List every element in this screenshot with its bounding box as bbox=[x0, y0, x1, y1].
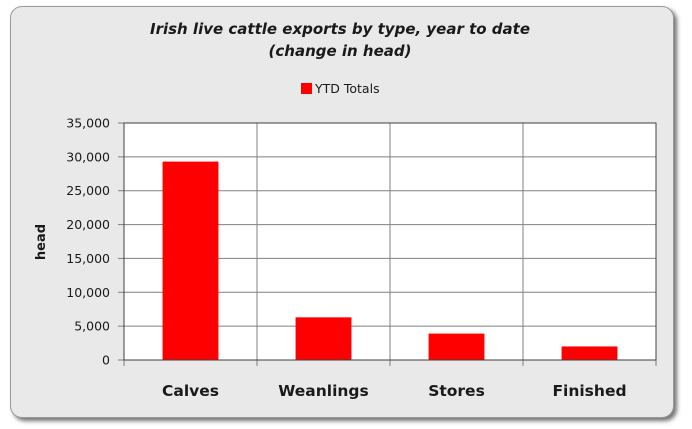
chart-subtitle: (change in head) bbox=[269, 42, 412, 60]
bar-weanlings bbox=[295, 317, 352, 360]
x-tick-label: Finished bbox=[552, 382, 626, 400]
y-tick-label: 0 bbox=[102, 353, 110, 368]
legend-label-ytd-totals: YTD Totals bbox=[314, 81, 380, 96]
plot-border bbox=[123, 122, 657, 361]
y-tick-label: 25,000 bbox=[66, 183, 110, 198]
chart-title: Irish live cattle exports by type, year … bbox=[150, 20, 530, 38]
y-tick-label: 30,000 bbox=[66, 149, 110, 164]
x-tick-label: Calves bbox=[162, 382, 219, 400]
legend-swatch-ytd-totals bbox=[301, 83, 312, 94]
bars bbox=[162, 161, 618, 360]
y-tick-label: 35,000 bbox=[66, 116, 110, 131]
x-tick-label: Stores bbox=[428, 382, 485, 400]
y-tick-label: 5,000 bbox=[74, 319, 110, 334]
x-axis-labels: Calves Weanlings Stores Finished bbox=[162, 382, 627, 400]
bar-calves bbox=[162, 161, 219, 360]
y-axis-label: head bbox=[34, 224, 49, 260]
bar-stores bbox=[428, 333, 485, 360]
bar-finished bbox=[561, 346, 618, 360]
y-tick-label: 15,000 bbox=[66, 251, 110, 266]
y-tick-label: 10,000 bbox=[66, 285, 110, 300]
y-axis-ticks: 0 5,000 10,000 15,000 20,000 25,000 30,000 35,0… bbox=[66, 116, 124, 368]
x-tick-label: Weanlings bbox=[278, 382, 369, 400]
category-dividers bbox=[123, 123, 657, 366]
legend: YTD Totals bbox=[301, 81, 380, 96]
y-tick-label: 20,000 bbox=[66, 217, 110, 232]
